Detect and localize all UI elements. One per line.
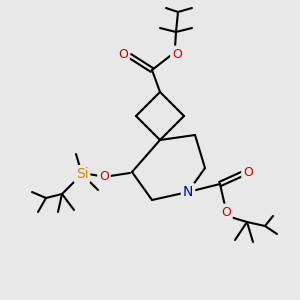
Text: O: O <box>172 47 182 61</box>
Text: O: O <box>243 166 253 178</box>
Text: O: O <box>221 206 231 218</box>
Text: O: O <box>118 47 128 61</box>
Text: N: N <box>183 185 193 199</box>
Text: Si: Si <box>76 167 88 181</box>
Text: O: O <box>99 169 109 182</box>
